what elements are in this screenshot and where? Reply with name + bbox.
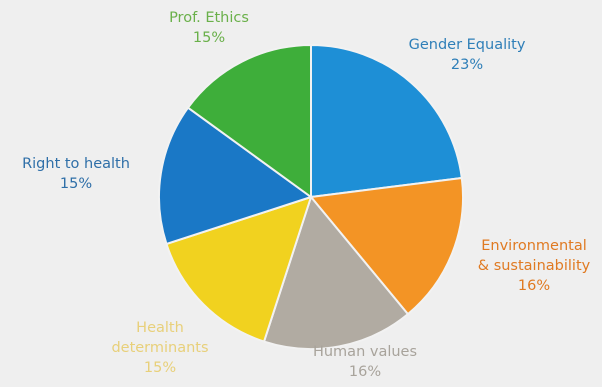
slice-value-text: 15% [143,360,177,376]
slice-label-text: Gender Equality [408,37,526,53]
slice-label-text: determinants [111,340,209,356]
slice-label-text: Human values [312,344,418,360]
pie-slice-gender-equality [310,43,463,199]
pie-slice-prof-ethics [186,43,312,199]
slice-value-text: 15% [192,30,226,46]
pie-slice-right-to-health [158,106,314,246]
slice-value-text: 16% [348,364,382,380]
slice-value-text: 15% [59,176,93,192]
pie-slice-environmental-sustainability [309,176,464,316]
slice-label-text: Right to health [22,156,130,172]
slice-label-gender-equality: Gender Equality 23% [409,35,526,75]
slice-label-health-determinants: Health determinants 15% [111,318,208,378]
slice-label-prof-ethics: Prof. Ethics 15% [169,8,249,48]
pie-slice-human-values [262,194,410,350]
slice-label-text: Health [136,320,184,336]
slice-value-text: 23% [450,57,484,73]
slice-label-text: Environmental [481,238,587,254]
slice-value-text: 16% [517,278,551,294]
slice-label-environmental: Environmental & sustainability 16% [478,236,590,296]
slice-label-text: Prof. Ethics [169,10,249,26]
slice-label-right-to-health: Right to health 15% [22,154,130,194]
slice-label-human-values: Human values 16% [313,342,417,382]
slice-label-text: & sustainability [477,258,591,274]
